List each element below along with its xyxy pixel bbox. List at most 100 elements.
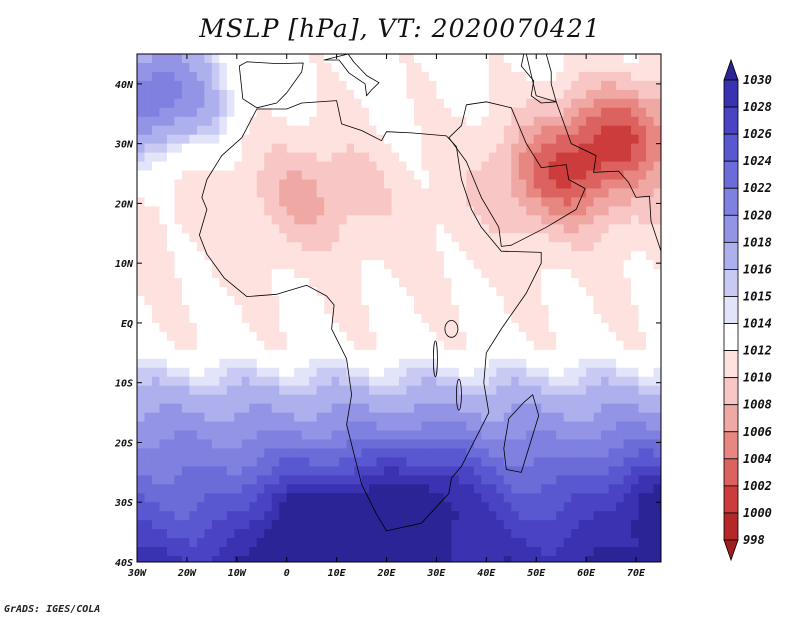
pressure-cell xyxy=(496,62,505,73)
pressure-cell xyxy=(496,188,505,199)
pressure-cell xyxy=(331,215,340,225)
pressure-cell xyxy=(151,224,161,234)
pressure-cell xyxy=(608,107,617,118)
pressure-cell xyxy=(324,313,333,324)
pressure-cell xyxy=(443,80,452,91)
pressure-cell xyxy=(151,125,161,136)
pressure-cell xyxy=(234,322,243,333)
colorbar-label: 1006 xyxy=(743,425,772,439)
pressure-cell xyxy=(406,493,415,503)
pressure-cell xyxy=(466,367,475,378)
pressure-cell xyxy=(646,430,655,441)
pressure-cell xyxy=(623,152,632,163)
pressure-cell xyxy=(339,54,348,64)
pressure-cell xyxy=(601,269,610,279)
pressure-cell xyxy=(578,322,587,333)
pressure-cell xyxy=(316,556,325,562)
pressure-cell xyxy=(331,448,340,459)
pressure-cell xyxy=(159,502,168,512)
pressure-cell xyxy=(623,80,632,91)
pressure-cell xyxy=(451,529,460,539)
pressure-cell xyxy=(443,269,452,279)
pressure-cell xyxy=(526,457,535,467)
x-tick-label: 30E xyxy=(426,568,446,579)
pressure-cell xyxy=(271,152,280,163)
pressure-cell xyxy=(601,134,610,145)
pressure-cell xyxy=(458,385,467,396)
pressure-cell xyxy=(354,502,363,512)
pressure-cell xyxy=(159,331,168,342)
pressure-cell xyxy=(451,385,460,396)
pressure-cell xyxy=(541,556,550,562)
pressure-cell xyxy=(571,511,580,521)
pressure-cell xyxy=(369,331,378,342)
pressure-cell xyxy=(354,430,363,441)
pressure-cell xyxy=(271,484,280,494)
pressure-cell xyxy=(271,340,280,351)
pressure-cell xyxy=(638,502,647,512)
pressure-cell xyxy=(601,161,610,172)
pressure-cell xyxy=(159,475,168,485)
pressure-cell xyxy=(354,179,363,190)
pressure-cell xyxy=(563,98,572,109)
pressure-cell xyxy=(151,457,161,467)
pressure-cell xyxy=(279,242,288,252)
pressure-cell xyxy=(181,269,190,279)
pressure-cell xyxy=(533,179,542,190)
pressure-cell xyxy=(443,376,452,387)
pressure-cell xyxy=(294,125,303,136)
pressure-cell xyxy=(279,448,288,459)
pressure-cell xyxy=(428,251,438,261)
pressure-cell xyxy=(458,242,467,252)
pressure-cell xyxy=(593,403,602,414)
pressure-cell xyxy=(181,448,190,459)
pressure-cell xyxy=(428,116,438,127)
pressure-cell xyxy=(406,269,415,279)
pressure-cell xyxy=(601,54,610,64)
pressure-cell xyxy=(144,143,153,154)
pressure-cell xyxy=(571,529,580,539)
pressure-cell xyxy=(399,403,408,414)
pressure-cell xyxy=(533,520,542,530)
pressure-cell xyxy=(601,125,610,136)
pressure-cell xyxy=(144,89,153,100)
pressure-cell xyxy=(638,448,647,459)
pressure-cell xyxy=(593,152,602,163)
pressure-cell xyxy=(241,215,250,225)
pressure-cell xyxy=(511,251,520,261)
pressure-cell xyxy=(301,520,310,530)
pressure-cell xyxy=(174,448,183,459)
pressure-cell xyxy=(309,313,318,324)
pressure-cell xyxy=(473,484,482,494)
pressure-cell xyxy=(428,376,438,387)
pressure-cell xyxy=(601,89,610,100)
pressure-cell xyxy=(638,376,647,387)
pressure-cell xyxy=(623,520,632,530)
pressure-cell xyxy=(346,296,355,306)
pressure-cell xyxy=(458,215,467,225)
pressure-cell xyxy=(556,278,565,288)
pressure-cell xyxy=(511,322,520,333)
pressure-cell xyxy=(638,313,647,324)
pressure-cell xyxy=(608,547,617,557)
pressure-cell xyxy=(376,475,385,485)
pressure-cell xyxy=(137,457,146,467)
pressure-cell xyxy=(563,502,572,512)
pressure-cell xyxy=(294,179,303,190)
pressure-cell xyxy=(249,62,258,73)
pressure-cell xyxy=(458,547,467,557)
pressure-cell xyxy=(211,134,220,145)
pressure-cell xyxy=(196,403,205,414)
pressure-cell xyxy=(556,430,565,441)
pressure-cell xyxy=(458,367,467,378)
pressure-cell xyxy=(436,62,445,73)
pressure-cell xyxy=(309,430,318,441)
pressure-cell xyxy=(421,538,430,548)
pressure-cell xyxy=(473,358,482,369)
pressure-cell xyxy=(384,466,393,476)
pressure-cell xyxy=(526,80,535,91)
pressure-cell xyxy=(391,107,400,118)
pressure-cell xyxy=(144,475,153,485)
pressure-cell xyxy=(653,502,661,512)
pressure-cell xyxy=(256,269,265,279)
